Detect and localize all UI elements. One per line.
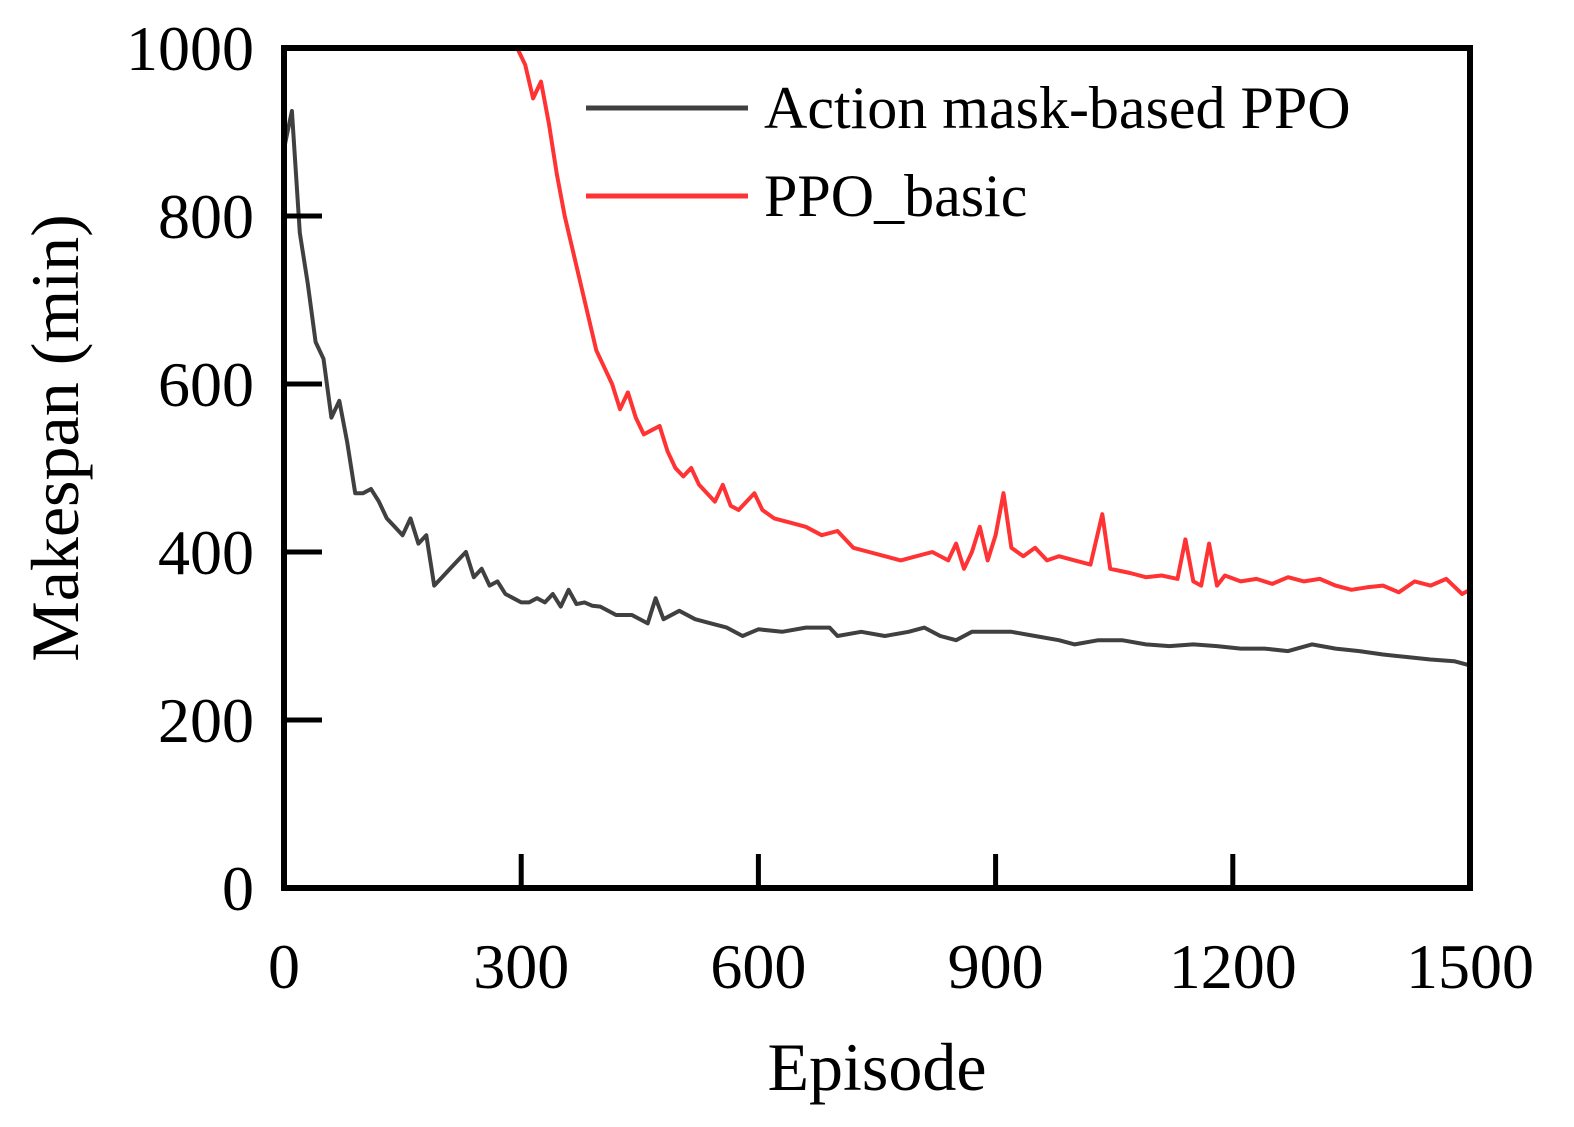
x-tick-label: 1500 [1406,931,1534,1002]
x-tick-label: 600 [710,931,806,1002]
y-tick-label: 600 [158,349,254,420]
x-tick-label: 0 [268,931,300,1002]
y-tick-label: 1000 [126,13,254,84]
x-tick-label: 1200 [1169,931,1297,1002]
y-tick-label: 200 [158,685,254,756]
legend-label: Action mask-based PPO [764,75,1351,141]
series-lines [282,46,1471,668]
x-tick-label: 300 [473,931,569,1002]
x-axis-title: Episode [767,1029,986,1105]
series-line-action-mask-ppo [282,109,1471,668]
legend: Action mask-based PPO PPO_basic [586,75,1351,229]
plot-frame [281,45,1473,891]
y-tick-label: 0 [222,853,254,924]
series-line-ppo-basic [284,46,1471,596]
y-tick-label: 800 [158,181,254,252]
y-axis-title: Makespan (min) [17,214,93,662]
legend-label: PPO_basic [764,163,1027,229]
tick-labels: 0 300 600 900 1200 1500 0 200 400 600 800 1000 [126,13,1534,1002]
y-tick-label: 400 [158,517,254,588]
x-tick-label: 900 [948,931,1044,1002]
